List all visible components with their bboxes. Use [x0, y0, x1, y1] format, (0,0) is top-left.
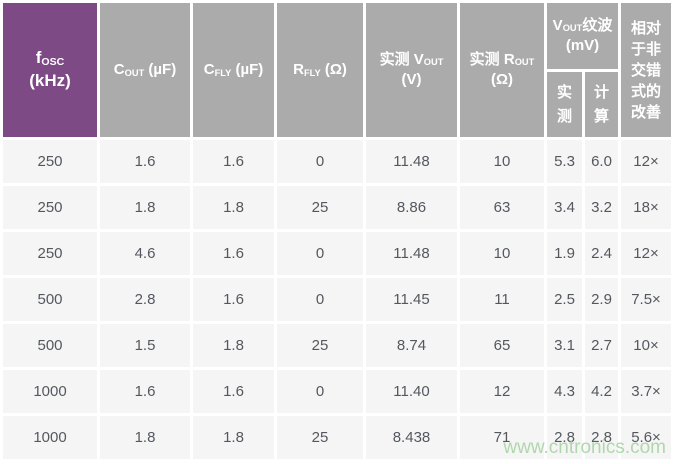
table-cell: 65 — [460, 324, 544, 367]
header-ripple-suffix: 纹波 (mV) — [565, 16, 613, 54]
header-improvement: 相对于非交错式的改善 — [621, 3, 671, 137]
table-cell: 3.7× — [621, 370, 671, 413]
header-rfly-symbol: R — [293, 60, 304, 78]
table-cell: 1.6 — [100, 140, 190, 183]
header-rfly-subscript: FLY — [303, 67, 321, 78]
header-vout-ripple-group: VOUT纹波 (mV) — [547, 3, 618, 69]
table-cell: 3.2 — [585, 186, 618, 229]
table-cell: 3.1 — [547, 324, 582, 367]
table-cell: 0 — [277, 232, 363, 275]
table-cell: 1.8 — [193, 186, 274, 229]
header-cout-symbol: C — [113, 60, 125, 78]
table-cell: 2.8 — [547, 416, 582, 459]
header-ripple-measured-label: 实测 — [556, 84, 572, 125]
table-cell: 12× — [621, 232, 671, 275]
table-cell: 1.8 — [100, 416, 190, 459]
header-fosc: fOSC (kHz) — [3, 3, 97, 137]
header-rout-subscript: OUT — [514, 57, 535, 68]
header-vout-subscript: OUT — [423, 57, 444, 68]
header-rfly: RFLY (Ω) — [277, 3, 363, 137]
header-cfly-unit: (µF) — [231, 60, 264, 78]
header-cfly-subscript: FLY — [214, 67, 232, 78]
table-cell: 2.9 — [585, 278, 618, 321]
table-cell: 11 — [460, 278, 544, 321]
header-vout-prefix: 实测 V — [379, 50, 424, 68]
table-cell: 4.6 — [100, 232, 190, 275]
table-cell: 10 — [460, 232, 544, 275]
table-cell: 5.6× — [621, 416, 671, 459]
table-cell: 1.8 — [100, 186, 190, 229]
table-cell: 500 — [3, 324, 97, 367]
table-cell: 1000 — [3, 370, 97, 413]
table-cell: 4.3 — [547, 370, 582, 413]
header-cout-subscript: OUT — [124, 67, 145, 78]
table-cell: 0 — [277, 140, 363, 183]
header-rout-prefix: 实测 R — [469, 50, 515, 68]
table-cell: 1.9 — [547, 232, 582, 275]
table-cell: 10 — [460, 140, 544, 183]
table-cell: 12 — [460, 370, 544, 413]
table-cell: 2.8 — [585, 416, 618, 459]
header-ripple-measured: 实测 — [547, 72, 582, 137]
header-ripple-symbol: V — [552, 16, 563, 34]
table-cell: 7.5× — [621, 278, 671, 321]
header-cout-unit: (µF) — [144, 60, 177, 78]
table-cell: 25 — [277, 416, 363, 459]
table-cell: 250 — [3, 140, 97, 183]
table-cell: 8.438 — [366, 416, 457, 459]
table-cell: 11.40 — [366, 370, 457, 413]
table-cell: 4.2 — [585, 370, 618, 413]
table-cell: 10× — [621, 324, 671, 367]
table-cell: 250 — [3, 186, 97, 229]
table-cell: 250 — [3, 232, 97, 275]
table-cell: 12× — [621, 140, 671, 183]
header-improvement-label: 相对于非交错式的改善 — [630, 19, 661, 121]
header-rout-unit: (Ω) — [490, 71, 513, 88]
table-cell: 71 — [460, 416, 544, 459]
table-cell: 3.4 — [547, 186, 582, 229]
header-ripple-calculated-label: 计算 — [593, 84, 609, 125]
header-vout-unit: (V) — [401, 71, 422, 88]
table-cell: 6.0 — [585, 140, 618, 183]
header-fosc-symbol: f — [35, 48, 42, 68]
header-cout: COUT (µF) — [100, 3, 190, 137]
table-cell: 1000 — [3, 416, 97, 459]
table-cell: 25 — [277, 324, 363, 367]
table-cell: 25 — [277, 186, 363, 229]
table-cell: 1.8 — [193, 416, 274, 459]
table-cell: 0 — [277, 370, 363, 413]
table-cell: 1.6 — [100, 370, 190, 413]
table-cell: 2.8 — [100, 278, 190, 321]
header-rout-measured: 实测 ROUT (Ω) — [460, 3, 544, 137]
table-cell: 0 — [277, 278, 363, 321]
table-cell: 5.3 — [547, 140, 582, 183]
table-cell: 1.8 — [193, 324, 274, 367]
table-cell: 1.6 — [193, 370, 274, 413]
table-cell: 18× — [621, 186, 671, 229]
header-fosc-subscript: OSC — [41, 55, 65, 68]
table-cell: 1.6 — [193, 140, 274, 183]
table-cell: 2.4 — [585, 232, 618, 275]
table-cell: 11.48 — [366, 232, 457, 275]
table-cell: 8.86 — [366, 186, 457, 229]
header-vout-measured: 实测 VOUT (V) — [366, 3, 457, 137]
table-cell: 63 — [460, 186, 544, 229]
table-cell: 1.5 — [100, 324, 190, 367]
table-cell: 2.5 — [547, 278, 582, 321]
table-cell: 8.74 — [366, 324, 457, 367]
header-rfly-unit: (Ω) — [320, 60, 347, 78]
header-cfly: CFLY (µF) — [193, 3, 274, 137]
table-cell: 500 — [3, 278, 97, 321]
table-cell: 1.6 — [193, 278, 274, 321]
table-cell: 11.45 — [366, 278, 457, 321]
header-cfly-symbol: C — [203, 60, 215, 78]
header-fosc-unit: (kHz) — [29, 71, 71, 90]
header-ripple-subscript: OUT — [562, 23, 583, 34]
header-ripple-calculated: 计算 — [585, 72, 618, 137]
table-cell: 11.48 — [366, 140, 457, 183]
table-cell: 1.6 — [193, 232, 274, 275]
table-cell: 2.7 — [585, 324, 618, 367]
